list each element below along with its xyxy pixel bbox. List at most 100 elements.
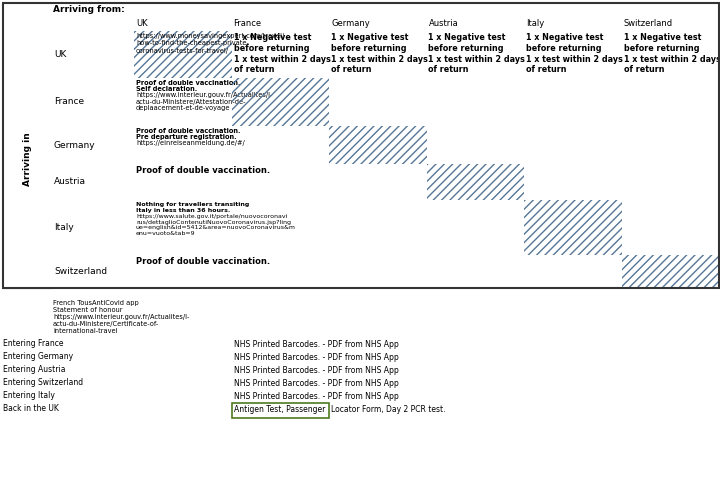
Bar [3, 3, 51, 17]
Bar [3, 3, 719, 288]
Bar [621, 78, 719, 126]
Bar [134, 255, 232, 288]
Bar [329, 126, 426, 164]
Bar [329, 126, 426, 164]
Bar [134, 3, 232, 17]
Text: 1 x Negative test
before returning
1 x test within 2 days
of return: 1 x Negative test before returning 1 x t… [526, 33, 623, 74]
Bar [524, 31, 621, 78]
Bar [524, 126, 621, 164]
Bar [51, 255, 134, 288]
Bar [3, 17, 51, 31]
Bar [426, 164, 524, 200]
Bar [134, 17, 232, 31]
Text: deplaacement-et-de-voyage: deplaacement-et-de-voyage [136, 105, 230, 111]
Bar [426, 78, 524, 126]
Bar [426, 164, 524, 200]
Text: NHS Printed Barcodes. - PDF from NHS App: NHS Printed Barcodes. - PDF from NHS App [233, 366, 398, 375]
Text: Proof of double vaccination.: Proof of double vaccination. [136, 166, 270, 175]
Bar [426, 3, 524, 17]
Text: 1 x Negative test
before returning
1 x test within 2 days
of return: 1 x Negative test before returning 1 x t… [233, 33, 330, 74]
Text: actu-du-Ministere/Attestation-de-: actu-du-Ministere/Attestation-de- [136, 99, 246, 105]
Text: Germany: Germany [331, 19, 370, 28]
Bar [232, 200, 329, 255]
Text: https://www.salute.gov.it/portale/nuovocoronavi: https://www.salute.gov.it/portale/nuovoc… [136, 214, 287, 219]
Text: https://www.interieur.gouv.fr/Actualites/l-: https://www.interieur.gouv.fr/Actualites… [136, 93, 272, 98]
Text: Entering Austria: Entering Austria [3, 365, 66, 374]
Text: Back in the UK: Back in the UK [3, 404, 59, 413]
Text: NHS Printed Barcodes. - PDF from NHS App: NHS Printed Barcodes. - PDF from NHS App [233, 392, 398, 401]
Bar [426, 255, 524, 288]
Bar [51, 3, 134, 17]
Bar [621, 200, 719, 255]
Text: Proof of double vaccination.: Proof of double vaccination. [136, 128, 240, 134]
Text: NHS Printed Barcodes. - PDF from NHS App: NHS Printed Barcodes. - PDF from NHS App [233, 340, 398, 349]
Bar [134, 200, 232, 255]
Bar [426, 17, 524, 31]
Bar [232, 255, 329, 288]
Bar [51, 126, 134, 164]
Bar [524, 200, 621, 255]
Bar [232, 164, 329, 200]
Text: Arriving from:: Arriving from: [53, 5, 125, 14]
Bar [232, 403, 329, 418]
Bar [524, 255, 621, 288]
Text: 1 x Negative test
before returning
1 x test within 2 days
of return: 1 x Negative test before returning 1 x t… [624, 33, 720, 74]
Bar [51, 164, 134, 200]
Text: Entering Germany: Entering Germany [3, 352, 73, 361]
Bar [134, 78, 232, 126]
Bar [329, 31, 426, 78]
Text: Switzerland: Switzerland [54, 267, 107, 276]
Text: enu=vuoto&tab=9: enu=vuoto&tab=9 [136, 231, 196, 236]
Bar [134, 31, 232, 78]
Bar [51, 200, 134, 255]
Bar [329, 3, 426, 17]
Text: NHS Printed Barcodes. - PDF from NHS App: NHS Printed Barcodes. - PDF from NHS App [233, 379, 398, 388]
Bar [232, 126, 329, 164]
Bar [3, 31, 51, 288]
Text: Locator Form, Day 2 PCR test.: Locator Form, Day 2 PCR test. [331, 405, 446, 414]
Bar [329, 164, 426, 200]
Text: Italy: Italy [54, 223, 73, 232]
Bar [134, 164, 232, 200]
Text: Antigen Test, Passenger: Antigen Test, Passenger [233, 405, 325, 414]
Bar [621, 255, 719, 288]
Bar [51, 78, 134, 126]
Text: rus/dettaglioContenutiNuovoCoronavirus.jsp?ling: rus/dettaglioContenutiNuovoCoronavirus.j… [136, 219, 291, 225]
Bar [51, 31, 134, 78]
Bar [329, 255, 426, 288]
Bar [621, 31, 719, 78]
Bar [134, 31, 232, 78]
Text: Proof of double vaccination.: Proof of double vaccination. [136, 257, 270, 266]
Text: Entering France: Entering France [3, 339, 63, 348]
Bar [524, 3, 621, 17]
Text: NHS Printed Barcodes. - PDF from NHS App: NHS Printed Barcodes. - PDF from NHS App [233, 353, 398, 362]
Text: UK: UK [54, 50, 66, 59]
Text: https://www.moneysavingexpert.com/travel/
how-to-find-the-cheapest-private-
coro: https://www.moneysavingexpert.com/travel… [136, 33, 284, 53]
Text: Italy: Italy [526, 19, 544, 28]
Bar [232, 3, 329, 17]
Bar [232, 31, 329, 78]
Bar [621, 255, 719, 288]
Text: Germany: Germany [54, 141, 96, 149]
Text: France: France [233, 19, 261, 28]
Bar [329, 17, 426, 31]
Bar [426, 200, 524, 255]
Text: France: France [54, 97, 84, 107]
Text: Self declaration.: Self declaration. [136, 86, 197, 92]
Text: Austria: Austria [428, 19, 458, 28]
Bar [134, 126, 232, 164]
Bar [426, 31, 524, 78]
Text: Switzerland: Switzerland [624, 19, 672, 28]
Bar [51, 17, 134, 31]
Bar [329, 78, 426, 126]
Text: Entering Italy: Entering Italy [3, 391, 55, 400]
Bar [329, 200, 426, 255]
Bar [134, 3, 315, 17]
Text: 1 x Negative test
before returning
1 x test within 2 days
of return: 1 x Negative test before returning 1 x t… [331, 33, 428, 74]
Bar [524, 78, 621, 126]
Bar [524, 200, 621, 255]
Text: UK: UK [136, 19, 148, 28]
Text: French TousAntiCovid app
Statement of honour
https://www.interieur.gouv.fr/Actua: French TousAntiCovid app Statement of ho… [53, 300, 189, 334]
Bar [524, 164, 621, 200]
Text: https://einreiseanmeldung.de/#/: https://einreiseanmeldung.de/#/ [136, 141, 245, 146]
